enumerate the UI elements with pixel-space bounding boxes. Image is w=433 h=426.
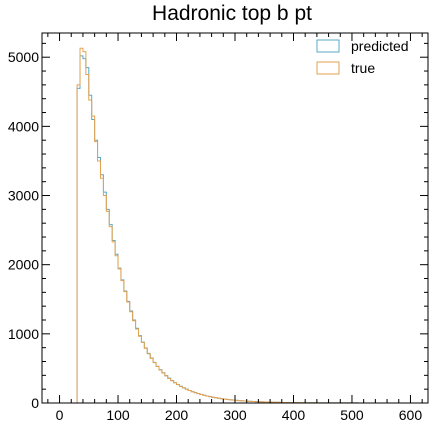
y-tick-label: 4000 (8, 118, 39, 134)
ticks-layer: 0 100 200 300 400 500 600 0 1000 2000 3000 4000 5000 (8, 33, 428, 423)
y-tick-label: 1000 (8, 326, 39, 342)
x-tick-label: 200 (165, 407, 189, 423)
y-tick-label: 2000 (8, 257, 39, 273)
legend-swatch-true (316, 61, 340, 75)
legend-label-true: true (351, 60, 375, 76)
legend-swatch-predicted (316, 39, 340, 53)
legend: predicted true (316, 38, 409, 76)
y-tick-label: 3000 (8, 188, 39, 204)
y-tick-label: 0 (31, 395, 39, 411)
x-tick-label: 0 (56, 407, 64, 423)
x-tick-label: 600 (399, 407, 423, 423)
y-tick-label: 5000 (8, 49, 39, 65)
series-predicted-line (76, 55, 359, 404)
series-layer (76, 47, 359, 404)
x-tick-label: 300 (223, 407, 247, 423)
series-true-line (76, 47, 359, 404)
x-tick-label: 100 (106, 407, 130, 423)
x-tick-label: 500 (340, 407, 364, 423)
x-tick-label: 400 (282, 407, 306, 423)
plot-frame (41, 32, 429, 404)
chart-title: Hadronic top b pt (152, 2, 312, 25)
legend-label-predicted: predicted (351, 38, 409, 54)
